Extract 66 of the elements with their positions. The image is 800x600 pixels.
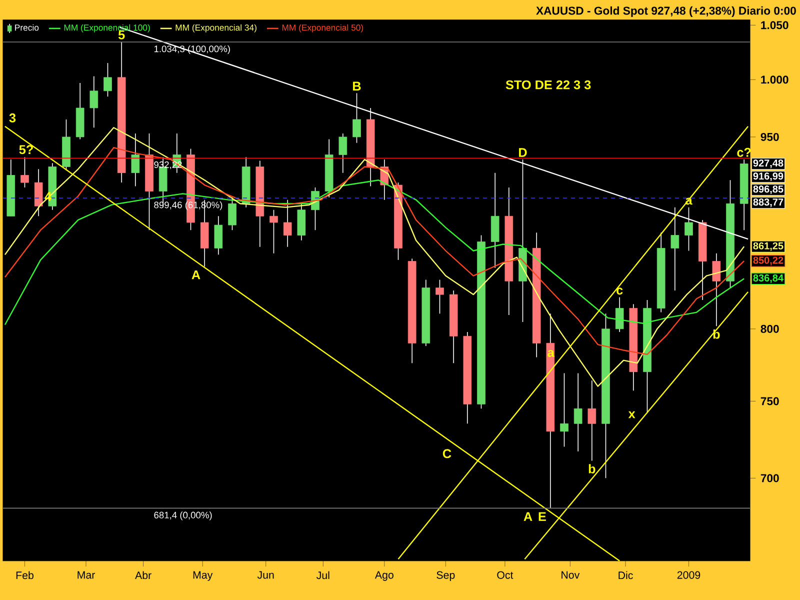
x-tick-label: Abr: [135, 571, 152, 580]
x-tick-label: 2009: [677, 571, 700, 579]
annotation: STO DE 22 3 3: [506, 80, 591, 90]
y-tick-label: 700: [760, 474, 779, 482]
annotation: 4: [44, 192, 52, 201]
annotation: 3: [9, 113, 16, 122]
x-tick-label: Jul: [316, 571, 330, 580]
x-tick-label: Ago: [374, 571, 394, 581]
legend-label: MM (Exponencial 34): [176, 24, 256, 32]
annotation: A: [192, 270, 200, 280]
y-tick-label: 800: [760, 324, 779, 333]
y-tick-label: 750: [760, 397, 779, 406]
candlestick: [560, 372, 568, 448]
candlestick: [574, 372, 582, 452]
candlestick: [90, 76, 98, 128]
candlestick: [228, 196, 236, 231]
text: 916,99: [753, 172, 784, 182]
legend-label: MM (Exponencial 100): [64, 24, 150, 32]
x-tick-label: Nov: [562, 571, 580, 579]
legend-label: MM (Exponencial 50): [282, 24, 364, 32]
candlestick: [104, 62, 112, 97]
annotation: x: [628, 411, 636, 418]
candlestick: [712, 252, 721, 327]
text: 927,48: [753, 160, 784, 168]
chart-title: XAUUSD - Gold Spot 927,48 (+2,38%) Diario 0:00: [536, 6, 796, 17]
candlestick: [283, 199, 292, 248]
x-tick-label: Oct: [497, 571, 514, 579]
annotation: A: [524, 512, 532, 521]
ref-line-label: 681,4 (0,00%): [154, 512, 212, 520]
x-tick-label: Jun: [257, 571, 274, 579]
annotation: B: [353, 82, 361, 90]
ref-line-label: 1.034,3 (100,00%): [154, 45, 230, 54]
candlestick: [214, 216, 223, 256]
candlestick: [615, 296, 624, 332]
x-tick-label: Dic: [618, 571, 633, 580]
candlestick: [436, 279, 444, 314]
annotation: a: [548, 350, 554, 357]
candlestick: [352, 92, 361, 144]
annotation: 5: [118, 30, 125, 40]
annotation: D: [519, 148, 527, 157]
annotation: b: [713, 329, 720, 339]
candlestick: [270, 209, 278, 254]
candlestick: [588, 380, 596, 462]
y-tick-label: 1.000: [761, 76, 788, 84]
x-tick-label: May: [193, 571, 213, 581]
annotation: b: [588, 464, 596, 474]
annotation: 5?: [19, 145, 33, 154]
text: 883,77: [753, 198, 784, 208]
line-series: [4, 180, 745, 326]
candlestick: [20, 156, 29, 188]
annotation: E: [538, 512, 546, 521]
annotation: C: [442, 449, 452, 458]
y-tick-label: 1.050: [761, 21, 788, 30]
x-tick-label: Sep: [436, 571, 455, 581]
x-tick-label: Feb: [16, 571, 34, 580]
data-label: 836,84: [753, 274, 784, 283]
annotation: c: [616, 288, 623, 295]
x-tick-label: Mar: [78, 571, 95, 579]
data-label: 861,25: [753, 242, 784, 251]
legend-label: Precio: [15, 24, 39, 31]
candlestick: [131, 133, 140, 187]
data-label: 850,22: [753, 256, 784, 266]
candlestick: [34, 168, 43, 217]
y-tick-label: 950: [760, 132, 779, 141]
text: 896,85: [753, 186, 784, 194]
candlestick: [338, 133, 348, 174]
